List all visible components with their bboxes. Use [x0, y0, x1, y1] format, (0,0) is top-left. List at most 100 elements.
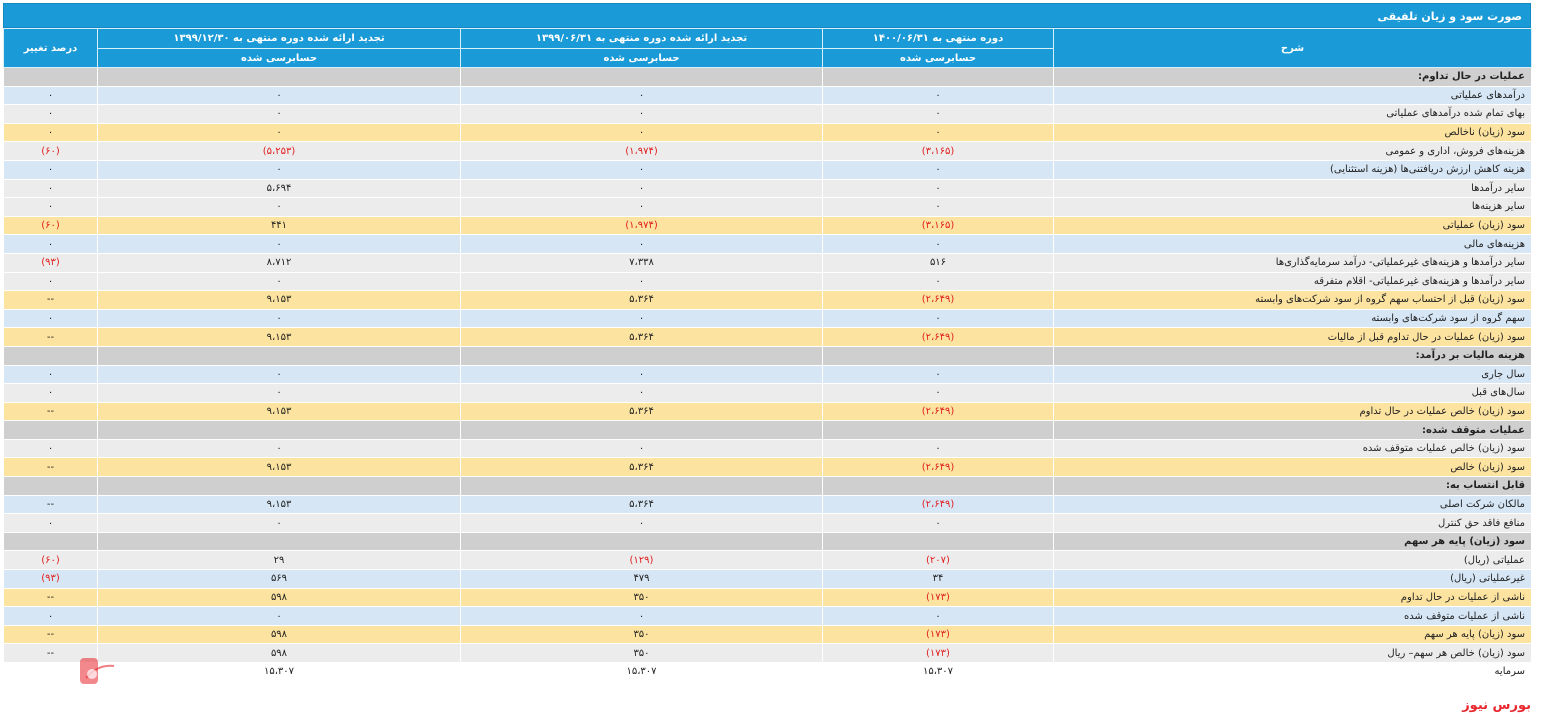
value-1400: (۱۷۳)	[822, 624, 1054, 645]
value-change-pct: (۹۳)	[3, 569, 98, 589]
row-description: درآمدهای عملیاتی	[1053, 85, 1532, 106]
value-1400: ۰	[822, 606, 1054, 626]
value-1400: ۰	[822, 197, 1054, 217]
value-139912: ۰	[97, 308, 461, 329]
value-change-pct: ۰	[3, 438, 98, 459]
row-description: سود (زیان) پایه هر سهم	[1053, 531, 1532, 552]
value-139906: ۰	[460, 197, 823, 217]
row-description: سود (زیان) خالص هر سهم– ریال	[1053, 643, 1532, 663]
value-139906	[460, 420, 823, 440]
row-description: غیرعملیاتی (ریال)	[1053, 569, 1532, 589]
value-change-pct: ۰	[3, 159, 98, 180]
value-change-pct: --	[3, 327, 98, 347]
value-1400	[822, 67, 1054, 87]
table-row: مالکان شرکت اصلی (۲،۶۴۹) ۵،۳۶۴ ۹،۱۵۳ --	[3, 494, 1532, 515]
value-139912	[97, 476, 461, 496]
value-change-pct: ۰	[3, 104, 98, 124]
table-row: سود (زیان) خالص عملیات متوقف شده ۰ ۰ ۰ ۰	[3, 438, 1532, 459]
value-1400: ۰	[822, 85, 1054, 106]
header-audit-2: حسابرسی شده	[460, 48, 823, 68]
value-139912: ۰	[97, 438, 461, 459]
value-1400: (۲،۶۴۹)	[822, 457, 1054, 478]
value-change-pct	[3, 662, 98, 682]
value-139906: ۰	[460, 178, 823, 199]
value-change-pct: ۰	[3, 364, 98, 385]
value-1400: (۱۷۳)	[822, 587, 1054, 608]
row-description: سایر درآمدها و هزینه‌های غیرعملیاتی- اقل…	[1053, 271, 1532, 292]
value-1400: ۰	[822, 271, 1054, 292]
value-change-pct: ۰	[3, 234, 98, 254]
table-row: سود (زیان) عملیاتی (۳،۱۶۵) (۱،۹۷۴) ۴۴۱ (۶۰)	[3, 215, 1532, 236]
row-description: سرمایه	[1053, 662, 1532, 682]
value-change-pct: --	[3, 643, 98, 663]
row-description: هزینه‌های فروش، اداری و عمومی	[1053, 141, 1532, 161]
section-header-row: سود (زیان) پایه هر سهم	[3, 531, 1532, 552]
value-1400: ۰	[822, 122, 1054, 143]
table-row: سود (زیان) ناخالص ۰ ۰ ۰ ۰	[3, 122, 1532, 143]
row-description: سود (زیان) قبل از احتساب سهم گروه از سود…	[1053, 290, 1532, 310]
value-change-pct	[3, 345, 98, 366]
value-1400	[822, 531, 1054, 552]
value-139912: ۹،۱۵۳	[97, 401, 461, 422]
value-139912: ۰	[97, 364, 461, 385]
value-change-pct: ۰	[3, 513, 98, 533]
value-change-pct: ۰	[3, 197, 98, 217]
value-139912: ۰	[97, 85, 461, 106]
value-change-pct: ۰	[3, 606, 98, 626]
value-139906: (۱،۹۷۴)	[460, 215, 823, 236]
header-audit-1: حسابرسی شده	[822, 48, 1054, 68]
value-139906: ۵،۳۶۴	[460, 327, 823, 347]
value-1400: (۳،۱۶۵)	[822, 141, 1054, 161]
value-1400: (۲،۶۴۹)	[822, 494, 1054, 515]
value-139912: ۰	[97, 234, 461, 254]
row-description: عملیاتی (ریال)	[1053, 550, 1532, 571]
table-row: سود (زیان) خالص (۲،۶۴۹) ۵،۳۶۴ ۹،۱۵۳ --	[3, 457, 1532, 478]
value-change-pct: (۶۰)	[3, 215, 98, 236]
value-139912: ۵،۶۹۴	[97, 178, 461, 199]
income-statement-table: شرح دوره منتهی به ۱۴۰۰/۰۶/۳۱ تجدید ارائه…	[3, 28, 1532, 682]
watermark-logo	[80, 658, 115, 684]
value-1400: ۰	[822, 104, 1054, 124]
value-139912	[97, 67, 461, 87]
section-header-row: عملیات متوقف شده:	[3, 420, 1532, 440]
value-change-pct: (۹۳)	[3, 252, 98, 273]
value-change-pct: ۰	[3, 85, 98, 106]
table-row: هزینه‌های مالی ۰ ۰ ۰ ۰	[3, 234, 1532, 254]
table-row: سایر هزینه‌ها ۰ ۰ ۰ ۰	[3, 197, 1532, 217]
table-row: غیرعملیاتی (ریال) ۳۴ ۴۷۹ ۵۶۹ (۹۳)	[3, 569, 1532, 589]
value-1400	[822, 420, 1054, 440]
value-139906: ۰	[460, 234, 823, 254]
value-139912: ۹،۱۵۳	[97, 290, 461, 310]
value-change-pct	[3, 531, 98, 552]
statement-panel: صورت سود و زیان تلفیقی شرح دوره منتهی به…	[3, 3, 1532, 682]
value-1400: ۰	[822, 438, 1054, 459]
header-col-1400: دوره منتهی به ۱۴۰۰/۰۶/۳۱	[822, 28, 1054, 49]
value-139912: ۵۹۸	[97, 624, 461, 645]
value-139906: ۳۵۰	[460, 624, 823, 645]
row-description: سود (زیان) ناخالص	[1053, 122, 1532, 143]
value-139912: ۰	[97, 606, 461, 626]
row-description: سال‌های قبل	[1053, 383, 1532, 403]
value-1400	[822, 476, 1054, 496]
value-139912	[97, 531, 461, 552]
value-139906: ۰	[460, 308, 823, 329]
watermark-text: بورس نیوز	[1462, 698, 1531, 713]
table-row: سود (زیان) قبل از احتساب سهم گروه از سود…	[3, 290, 1532, 310]
row-description: سال جاری	[1053, 364, 1532, 385]
section-header-row: هزینه مالیات بر درآمد:	[3, 345, 1532, 366]
value-139906: ۰	[460, 606, 823, 626]
row-description: منافع فاقد حق کنترل	[1053, 513, 1532, 533]
value-139912: ۱۵،۳۰۷	[97, 662, 461, 682]
value-change-pct: (۶۰)	[3, 550, 98, 571]
value-139906: ۰	[460, 513, 823, 533]
value-1400: (۲۰۷)	[822, 550, 1054, 571]
row-description: هزینه کاهش ارزش دریافتنی‌ها (هزینه استثن…	[1053, 159, 1532, 180]
table-row: ناشی از عملیات متوقف شده ۰ ۰ ۰ ۰	[3, 606, 1532, 626]
table-row: سایر درآمدها و هزینه‌های غیرعملیاتی- اقل…	[3, 271, 1532, 292]
statement-title: صورت سود و زیان تلفیقی	[3, 3, 1531, 28]
table-row: هزینه‌های فروش، اداری و عمومی (۳،۱۶۵) (۱،۹…	[3, 141, 1532, 161]
table-row: سایر درآمدها ۰ ۰ ۵،۶۹۴ ۰	[3, 178, 1532, 199]
value-139912: ۴۴۱	[97, 215, 461, 236]
row-description: سهم گروه از سود شرکت‌های وابسته	[1053, 308, 1532, 329]
value-1400: ۰	[822, 234, 1054, 254]
